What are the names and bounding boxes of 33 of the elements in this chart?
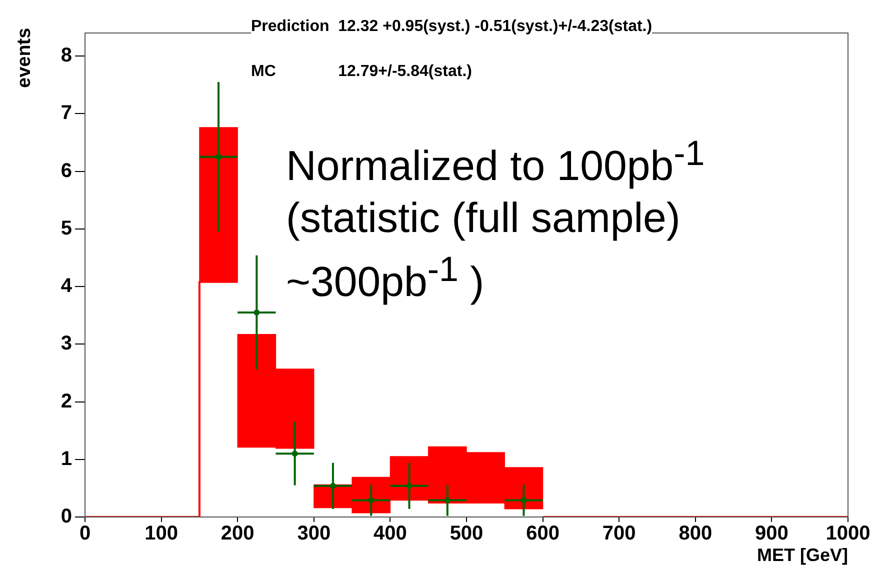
x-tick-label: 0 [79,522,91,545]
y-tick-label: 3 [60,332,72,355]
x-tick-label: 700 [602,522,636,545]
x-axis-title: MET [GeV] [756,545,848,566]
x-tick-label: 800 [678,522,712,545]
y-tick-label: 8 [60,44,72,67]
x-tick-label: 400 [374,522,407,545]
point [330,482,336,489]
y-tick-label: 0 [60,506,72,528]
x-tick-label: 900 [755,522,788,545]
x-tick-label: 100 [144,522,178,545]
y-tick-label: 6 [60,160,72,182]
point [444,497,450,504]
x-tick-label: 300 [297,522,331,545]
x-tick-label: 500 [450,522,484,545]
point [292,450,298,457]
y-tick-label: 2 [60,390,72,412]
point [254,309,260,316]
point [216,154,222,160]
y-axis-title: events [14,28,36,88]
point [406,482,412,489]
x-tick-label: 600 [526,522,560,545]
y-tick-label: 5 [60,217,72,240]
y-tick-label: 1 [60,448,72,470]
point [520,497,527,504]
x-tick-label: 1000 [826,522,870,545]
annotation: MC 12.79+/-5.84(stat.) [251,63,472,81]
point [368,497,374,504]
annotation: Normalized to 100pb$^{-1}$ (statistic (full sample) ~300pb$^{-1}$ ) [286,133,706,307]
annotation: Prediction 12.32 +0.95(syst.) -0.51(syst.)+/-4.23(stat.) [251,18,652,36]
x-tick-label: 200 [220,522,254,545]
y-tick-label: 4 [60,275,73,298]
y-tick-label: 7 [60,102,72,124]
